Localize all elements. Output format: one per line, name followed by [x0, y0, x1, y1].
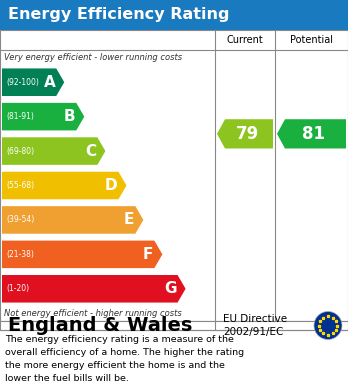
- Text: F: F: [143, 247, 153, 262]
- Text: G: G: [164, 281, 176, 296]
- Text: (69-80): (69-80): [6, 147, 34, 156]
- Text: (21-38): (21-38): [6, 250, 34, 259]
- Text: Potential: Potential: [290, 35, 333, 45]
- Polygon shape: [2, 68, 64, 96]
- Polygon shape: [2, 240, 163, 268]
- Text: Very energy efficient - lower running costs: Very energy efficient - lower running co…: [4, 54, 182, 63]
- Polygon shape: [2, 206, 143, 234]
- Bar: [0, 0, 348, 30]
- Text: Current: Current: [227, 35, 263, 45]
- Text: Energy Efficiency Rating: Energy Efficiency Rating: [8, 7, 229, 23]
- Circle shape: [314, 312, 342, 339]
- Polygon shape: [217, 119, 273, 149]
- Text: E: E: [124, 212, 134, 228]
- Text: (39-54): (39-54): [6, 215, 34, 224]
- Text: A: A: [44, 75, 55, 90]
- Text: The energy efficiency rating is a measure of the
overall efficiency of a home. T: The energy efficiency rating is a measur…: [5, 335, 244, 382]
- Text: 81: 81: [302, 125, 325, 143]
- Text: (81-91): (81-91): [6, 112, 34, 121]
- Polygon shape: [2, 275, 185, 303]
- Text: 79: 79: [236, 125, 259, 143]
- Polygon shape: [2, 137, 105, 165]
- Text: Not energy efficient - higher running costs: Not energy efficient - higher running co…: [4, 309, 182, 318]
- Text: (55-68): (55-68): [6, 181, 34, 190]
- Text: EU Directive
2002/91/EC: EU Directive 2002/91/EC: [223, 314, 287, 337]
- Text: England & Wales: England & Wales: [8, 316, 192, 335]
- Text: B: B: [64, 109, 75, 124]
- Polygon shape: [2, 103, 84, 131]
- Bar: [0, 30, 348, 321]
- Text: C: C: [85, 143, 96, 159]
- Polygon shape: [277, 119, 346, 149]
- Polygon shape: [2, 172, 126, 199]
- Text: (92-100): (92-100): [6, 78, 39, 87]
- Text: (1-20): (1-20): [6, 284, 29, 293]
- Text: D: D: [105, 178, 118, 193]
- Bar: [0, 321, 348, 330]
